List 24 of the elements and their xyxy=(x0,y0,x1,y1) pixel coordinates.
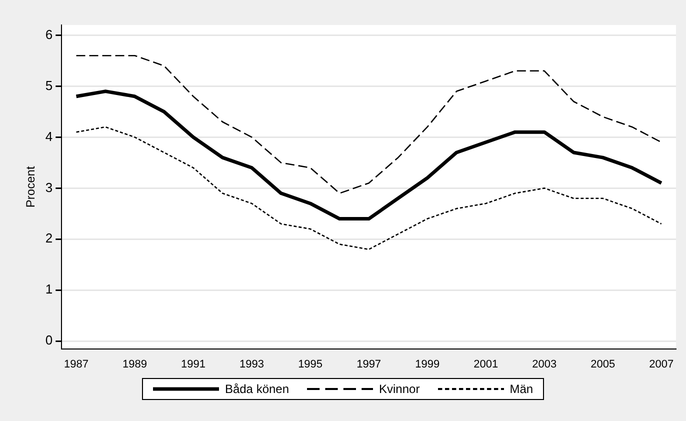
y-axis-title: Procent xyxy=(24,166,38,208)
y-tick-label: 5 xyxy=(45,78,53,93)
x-tick-label: 1991 xyxy=(181,358,206,370)
x-tick-label: 2001 xyxy=(474,358,498,370)
legend-label: Män xyxy=(510,382,534,396)
legend-label: Kvinnor xyxy=(379,382,420,396)
y-tick-label: 4 xyxy=(45,128,53,144)
x-tick-label: 1987 xyxy=(64,358,88,370)
line-series xyxy=(76,54,662,194)
text: Båda könen xyxy=(224,382,290,396)
y-tick-label: 2 xyxy=(45,230,53,246)
x-tick-label: 1989 xyxy=(122,358,148,370)
x-tick-label: 2005 xyxy=(590,358,616,370)
y-tick-label: 0 xyxy=(45,332,53,348)
line-series xyxy=(76,126,662,250)
y-tick-label: 1 xyxy=(45,282,53,297)
x-tick-label: 1997 xyxy=(356,358,382,370)
x-tick-label: 1995 xyxy=(298,358,323,370)
x-tick-label: 2007 xyxy=(649,358,674,370)
x-tick-label: 1999 xyxy=(415,358,440,370)
x-tick-label: 1993 xyxy=(240,358,264,370)
x-tick-label: 2003 xyxy=(532,358,557,370)
y-tick-label: 6 xyxy=(45,26,53,42)
y-tick-label: 3 xyxy=(45,180,53,195)
